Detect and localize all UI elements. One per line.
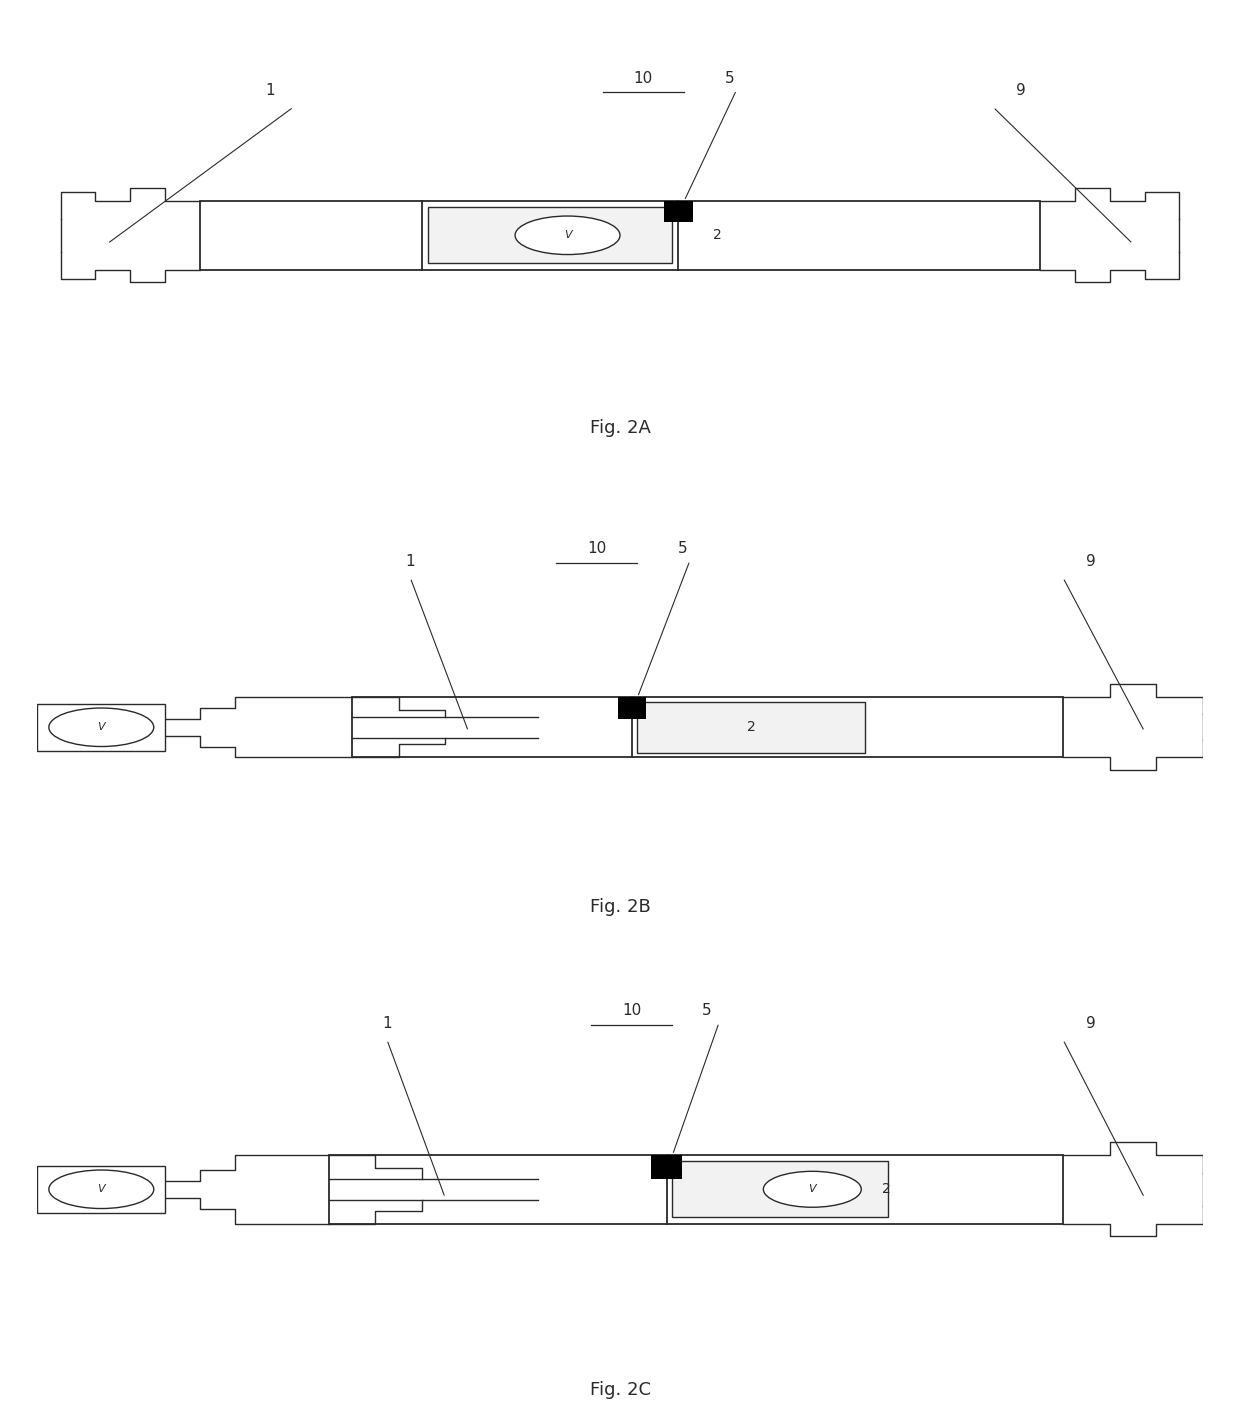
- Text: V: V: [98, 1184, 105, 1195]
- Text: 10: 10: [622, 1002, 641, 1018]
- Text: 2: 2: [883, 1182, 892, 1196]
- Text: Fig. 2C: Fig. 2C: [589, 1382, 651, 1399]
- Bar: [651, 1155, 682, 1178]
- Text: V: V: [808, 1184, 816, 1195]
- Text: V: V: [98, 722, 105, 733]
- Bar: [352, 697, 1063, 757]
- Circle shape: [515, 215, 620, 254]
- Text: 1: 1: [382, 1015, 392, 1031]
- Text: 5: 5: [702, 1002, 712, 1018]
- Text: 9: 9: [1017, 83, 1025, 98]
- Text: 9: 9: [1086, 1015, 1096, 1031]
- Bar: [663, 201, 693, 222]
- Text: 2: 2: [713, 228, 722, 242]
- Bar: [428, 207, 672, 262]
- Bar: [637, 702, 864, 753]
- Text: 9: 9: [1086, 553, 1096, 569]
- Text: Fig. 2A: Fig. 2A: [589, 419, 651, 436]
- Text: Fig. 2B: Fig. 2B: [590, 898, 650, 915]
- Text: 1: 1: [265, 83, 275, 98]
- Bar: [329, 1155, 1063, 1224]
- Text: 2: 2: [746, 720, 755, 734]
- Text: 1: 1: [405, 553, 415, 569]
- Text: 5: 5: [725, 70, 734, 86]
- Text: 10: 10: [634, 70, 653, 86]
- Circle shape: [48, 1169, 154, 1209]
- Text: 10: 10: [587, 540, 606, 556]
- Bar: [672, 1161, 888, 1216]
- Bar: [618, 697, 646, 719]
- Text: V: V: [564, 230, 572, 241]
- Bar: [37, 1166, 165, 1212]
- Bar: [37, 704, 165, 750]
- Bar: [201, 201, 1039, 270]
- Text: 5: 5: [678, 540, 688, 556]
- Circle shape: [764, 1171, 862, 1208]
- Circle shape: [48, 709, 154, 747]
